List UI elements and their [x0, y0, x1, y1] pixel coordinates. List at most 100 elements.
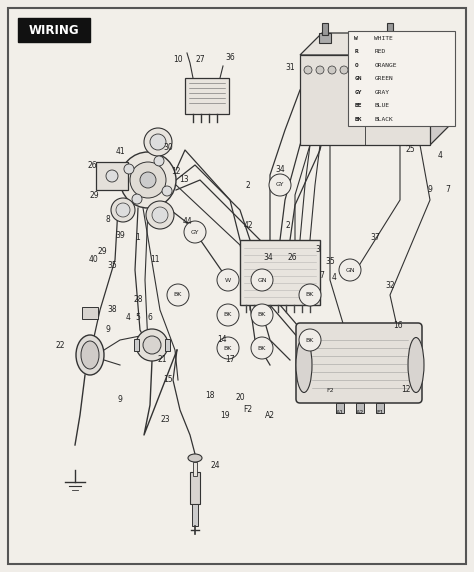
- Text: W: W: [355, 35, 358, 41]
- Text: 38: 38: [107, 305, 117, 315]
- Text: WIRING: WIRING: [29, 23, 79, 37]
- Text: 28: 28: [133, 296, 143, 304]
- Text: F2: F2: [326, 387, 334, 392]
- Text: 29: 29: [97, 248, 107, 256]
- Circle shape: [143, 336, 161, 354]
- Text: 24: 24: [210, 460, 220, 470]
- Text: 13: 13: [179, 176, 189, 185]
- Circle shape: [316, 66, 324, 74]
- Circle shape: [130, 162, 166, 198]
- Text: BK: BK: [355, 117, 362, 122]
- Text: 8: 8: [106, 216, 110, 224]
- Text: GN: GN: [355, 76, 362, 81]
- Text: 4: 4: [331, 273, 337, 283]
- Text: BK: BK: [306, 292, 314, 297]
- Text: 3: 3: [316, 245, 320, 255]
- Circle shape: [299, 329, 321, 351]
- Bar: [18, 18, 90, 42]
- Text: 26: 26: [287, 253, 297, 263]
- Circle shape: [162, 186, 172, 196]
- Text: 2: 2: [246, 181, 250, 189]
- Circle shape: [132, 194, 142, 204]
- Circle shape: [299, 284, 321, 306]
- Circle shape: [217, 304, 239, 326]
- Text: 33: 33: [383, 96, 393, 105]
- Text: 11: 11: [150, 256, 160, 264]
- Text: 34: 34: [263, 253, 273, 263]
- Text: W: W: [225, 277, 231, 283]
- Circle shape: [146, 201, 174, 229]
- Text: 17: 17: [225, 356, 235, 364]
- Text: 7: 7: [319, 271, 324, 280]
- Text: 1: 1: [136, 233, 140, 243]
- Bar: [96, 162, 128, 190]
- Text: 40: 40: [89, 256, 99, 264]
- Text: 23: 23: [160, 415, 170, 424]
- Polygon shape: [430, 33, 452, 145]
- Text: 21: 21: [157, 356, 167, 364]
- Text: 12: 12: [401, 386, 411, 395]
- Circle shape: [328, 66, 336, 74]
- Text: GN: GN: [345, 268, 355, 272]
- Circle shape: [124, 164, 134, 174]
- Text: 9: 9: [118, 395, 122, 404]
- Bar: [322, 23, 328, 35]
- Circle shape: [150, 134, 166, 150]
- Text: A2: A2: [265, 411, 275, 419]
- Bar: [348, 31, 455, 126]
- Text: 7: 7: [446, 185, 450, 194]
- Circle shape: [106, 170, 118, 182]
- Text: GN: GN: [257, 277, 267, 283]
- Text: 32: 32: [385, 280, 395, 289]
- Bar: [387, 23, 393, 35]
- Circle shape: [167, 284, 189, 306]
- Bar: [300, 55, 430, 145]
- Text: R: R: [355, 49, 358, 54]
- Text: 30: 30: [163, 144, 173, 153]
- Text: O: O: [355, 63, 358, 67]
- Circle shape: [364, 66, 372, 74]
- Text: 35: 35: [325, 257, 335, 267]
- Bar: [190, 472, 200, 504]
- Text: BK: BK: [258, 345, 266, 351]
- Text: 20: 20: [235, 394, 245, 403]
- Text: 15: 15: [163, 375, 173, 384]
- Circle shape: [217, 269, 239, 291]
- Text: 27: 27: [195, 55, 205, 65]
- Text: 14: 14: [217, 336, 227, 344]
- Bar: [165, 339, 170, 351]
- Circle shape: [388, 66, 396, 74]
- Text: BLUE: BLUE: [374, 103, 389, 108]
- Text: F2: F2: [244, 406, 253, 415]
- Text: GY: GY: [355, 90, 362, 94]
- Bar: [384, 33, 396, 43]
- Polygon shape: [300, 33, 452, 55]
- Text: F1: F1: [376, 411, 384, 415]
- Text: GRAY: GRAY: [374, 90, 389, 94]
- Circle shape: [269, 174, 291, 196]
- Circle shape: [339, 259, 361, 281]
- Text: 5: 5: [136, 313, 140, 323]
- Circle shape: [412, 66, 420, 74]
- Bar: [319, 33, 331, 43]
- Text: GY: GY: [191, 229, 199, 235]
- Ellipse shape: [408, 337, 424, 392]
- Ellipse shape: [76, 335, 104, 375]
- Circle shape: [400, 66, 408, 74]
- Text: A1: A1: [336, 411, 344, 415]
- FancyBboxPatch shape: [296, 323, 422, 403]
- Text: GREEN: GREEN: [374, 76, 393, 81]
- Text: RED: RED: [374, 49, 386, 54]
- Text: 41: 41: [115, 148, 125, 157]
- Text: 26: 26: [87, 161, 97, 169]
- Circle shape: [352, 66, 360, 74]
- Ellipse shape: [81, 341, 99, 369]
- Text: 12: 12: [171, 168, 181, 177]
- Circle shape: [251, 269, 273, 291]
- Text: 42: 42: [243, 221, 253, 231]
- Text: A2: A2: [356, 411, 364, 415]
- Text: 29: 29: [89, 190, 99, 200]
- Bar: [185, 78, 229, 114]
- Bar: [192, 504, 198, 526]
- Text: 22: 22: [55, 340, 65, 349]
